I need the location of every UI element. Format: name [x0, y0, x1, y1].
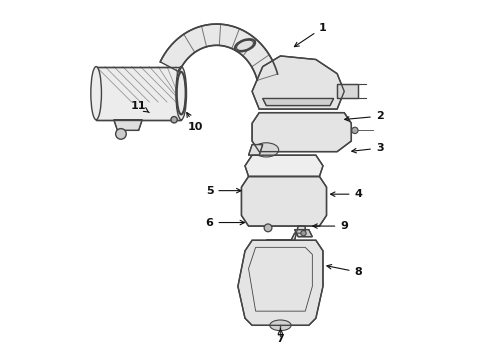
Ellipse shape [91, 67, 101, 120]
Polygon shape [114, 120, 142, 130]
Polygon shape [160, 24, 278, 80]
Text: 5: 5 [206, 186, 241, 195]
Polygon shape [238, 240, 323, 325]
Ellipse shape [171, 117, 177, 123]
Text: 4: 4 [331, 189, 363, 199]
Polygon shape [96, 67, 181, 120]
Text: 8: 8 [327, 265, 362, 277]
Polygon shape [294, 230, 312, 237]
Ellipse shape [235, 39, 255, 51]
Ellipse shape [116, 129, 126, 139]
Ellipse shape [270, 320, 291, 330]
Polygon shape [242, 176, 326, 226]
Text: 9: 9 [313, 221, 348, 231]
Ellipse shape [301, 230, 306, 236]
Text: 10: 10 [187, 113, 203, 132]
Text: 11: 11 [131, 100, 149, 113]
Polygon shape [245, 155, 323, 176]
Text: 2: 2 [344, 111, 384, 121]
Polygon shape [248, 145, 263, 155]
Ellipse shape [254, 143, 279, 157]
Text: 6: 6 [206, 217, 245, 228]
Polygon shape [266, 226, 305, 240]
Polygon shape [263, 99, 334, 105]
Polygon shape [252, 56, 344, 109]
Ellipse shape [176, 67, 187, 120]
Text: 3: 3 [352, 143, 384, 153]
Ellipse shape [264, 224, 272, 232]
Polygon shape [337, 84, 358, 99]
Polygon shape [252, 113, 351, 152]
Text: 1: 1 [294, 23, 327, 47]
Ellipse shape [352, 127, 358, 134]
Text: 7: 7 [276, 329, 284, 345]
